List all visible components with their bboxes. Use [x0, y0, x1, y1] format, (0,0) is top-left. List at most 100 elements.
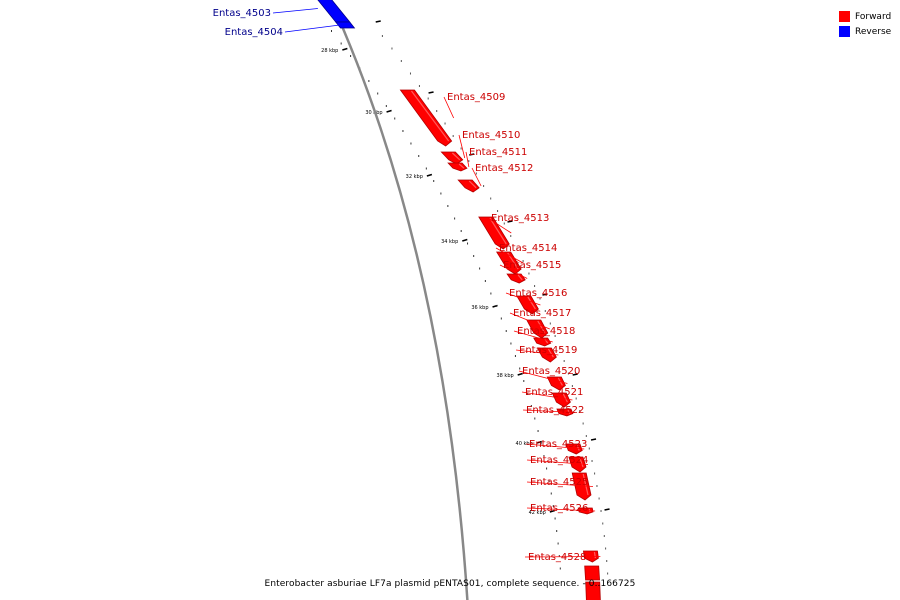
scale-major-tick: [386, 109, 392, 113]
scale-major-tick: [536, 440, 542, 444]
gene-label[interactable]: Entas_4509: [447, 92, 505, 103]
scale-minor-tick: [484, 280, 486, 282]
track-minor-tick: [427, 97, 429, 100]
gene-feature-partial: [585, 581, 601, 600]
gene-feature-entas-4510[interactable]: [440, 151, 464, 165]
track-major-tick: [604, 508, 610, 511]
gene-label[interactable]: Entas_4524: [530, 455, 588, 466]
track-minor-tick: [582, 422, 584, 425]
gene-highlight: [451, 152, 461, 161]
scale-minor-tick: [368, 80, 370, 82]
scale-major-tick: [342, 47, 348, 51]
track-minor-tick: [602, 522, 604, 525]
gene-feature-entas-4519[interactable]: [536, 347, 557, 363]
track-minor-tick: [607, 572, 609, 575]
gene-feature-entas-4523[interactable]: [565, 443, 583, 455]
track-minor-tick: [567, 372, 569, 375]
scale-minor-tick: [557, 542, 559, 545]
track-major-tick: [542, 293, 548, 296]
gene-highlight: [468, 180, 477, 189]
scale-minor-tick: [519, 367, 521, 370]
gene-highlight: [582, 473, 589, 496]
label-leader: [284, 24, 340, 33]
gene-label[interactable]: Entas_4510: [462, 130, 520, 141]
track-minor-tick: [549, 322, 551, 325]
scale-minor-tick: [554, 517, 556, 520]
gene-highlight: [527, 296, 536, 310]
gene-label[interactable]: Entas_4519: [519, 345, 577, 356]
gene-feature-entas-4526[interactable]: [577, 507, 594, 515]
legend-item-forward: Forward: [839, 9, 891, 24]
gene-feature-entas-4503[interactable]: [314, 0, 351, 23]
gene-label[interactable]: Entas_4515: [503, 260, 561, 271]
track-minor-tick: [605, 547, 607, 550]
gene-feature-entas-4521[interactable]: [551, 392, 571, 408]
scale-label: 38 kbp: [496, 373, 513, 379]
gene-label[interactable]: Entas_4528: [528, 552, 586, 563]
gene-highlight: [579, 457, 584, 468]
track-minor-tick: [603, 535, 605, 537]
gene-feature-entas-4524[interactable]: [568, 456, 587, 473]
track-major-tick: [469, 153, 475, 156]
gene-label[interactable]: Entas_4522: [526, 405, 584, 416]
gene-feature-entas-4511[interactable]: [447, 162, 468, 172]
gene-label[interactable]: Entas_4526: [530, 503, 588, 514]
gene-label[interactable]: Entas_4523: [529, 439, 587, 450]
scale-minor-tick: [473, 255, 475, 257]
gene-highlight: [360, 22, 366, 27]
scale-minor-tick: [540, 442, 542, 445]
gene-label[interactable]: Entas_4525: [530, 477, 588, 488]
track-minor-tick: [460, 147, 462, 150]
legend-label-reverse: Reverse: [855, 26, 892, 37]
gene-feature-entas-4520[interactable]: [546, 376, 566, 391]
gene-label[interactable]: Entas_4516: [509, 288, 567, 299]
gene-label[interactable]: Entas_4513: [491, 213, 549, 224]
label-leader: [515, 349, 559, 356]
gene-feature-entas-4513[interactable]: [478, 216, 510, 250]
gene-label[interactable]: Entas_4512: [475, 163, 533, 174]
gene-feature-entas-4509[interactable]: [399, 89, 453, 147]
gene-label[interactable]: Entas_4504: [225, 27, 283, 38]
label-leader: [487, 217, 512, 234]
scale-major-tick: [426, 173, 433, 177]
gene-feature-entas-4515[interactable]: [506, 273, 526, 284]
scale-minor-tick: [467, 242, 469, 245]
track-minor-tick: [591, 460, 593, 462]
scale-minor-tick: [447, 205, 449, 207]
gene-feature-entas-4512[interactable]: [457, 179, 480, 193]
track-minor-tick: [510, 235, 512, 237]
gene-label[interactable]: Entas_4511: [469, 147, 527, 158]
track-minor-tick: [559, 347, 561, 350]
scale-minor-tick: [552, 505, 554, 507]
gene-feature-entas-4522[interactable]: [556, 408, 574, 417]
gene-label[interactable]: Entas_4520: [522, 366, 580, 377]
track-major-tick: [572, 373, 578, 376]
label-leader: [521, 391, 573, 401]
gene-label[interactable]: Entas_4503: [213, 8, 271, 19]
gene-highlight: [567, 409, 571, 414]
scale-label: 40 kbp: [516, 441, 533, 447]
track-minor-tick: [516, 247, 518, 250]
track-minor-tick: [544, 310, 546, 312]
track-minor-tick: [571, 385, 573, 387]
gene-feature-entas-4517[interactable]: [526, 319, 549, 339]
gene-label[interactable]: Entas_4521: [525, 387, 583, 398]
track-minor-tick: [490, 197, 492, 200]
label-leader: [522, 409, 575, 413]
gene-feature-entas-4525[interactable]: [571, 472, 592, 501]
backbone-arc: [329, 0, 469, 600]
gene-feature-entas-4504[interactable]: [334, 21, 356, 29]
gene-feature-entas-4516[interactable]: [516, 295, 539, 315]
gene-label[interactable]: Entas_4518: [517, 326, 575, 337]
track-minor-tick: [598, 497, 600, 500]
scale-minor-tick: [530, 405, 532, 407]
gene-feature-entas-4514[interactable]: [496, 251, 522, 275]
gene-highlight: [537, 320, 546, 334]
gene-highlight: [342, 0, 362, 18]
label-leader: [272, 8, 318, 14]
track-major-tick: [428, 91, 434, 94]
label-leader: [526, 481, 594, 487]
gene-label[interactable]: Entas_4517: [513, 308, 571, 319]
legend-item-reverse: Reverse: [839, 24, 891, 39]
gene-label[interactable]: Entas_4514: [499, 243, 557, 254]
